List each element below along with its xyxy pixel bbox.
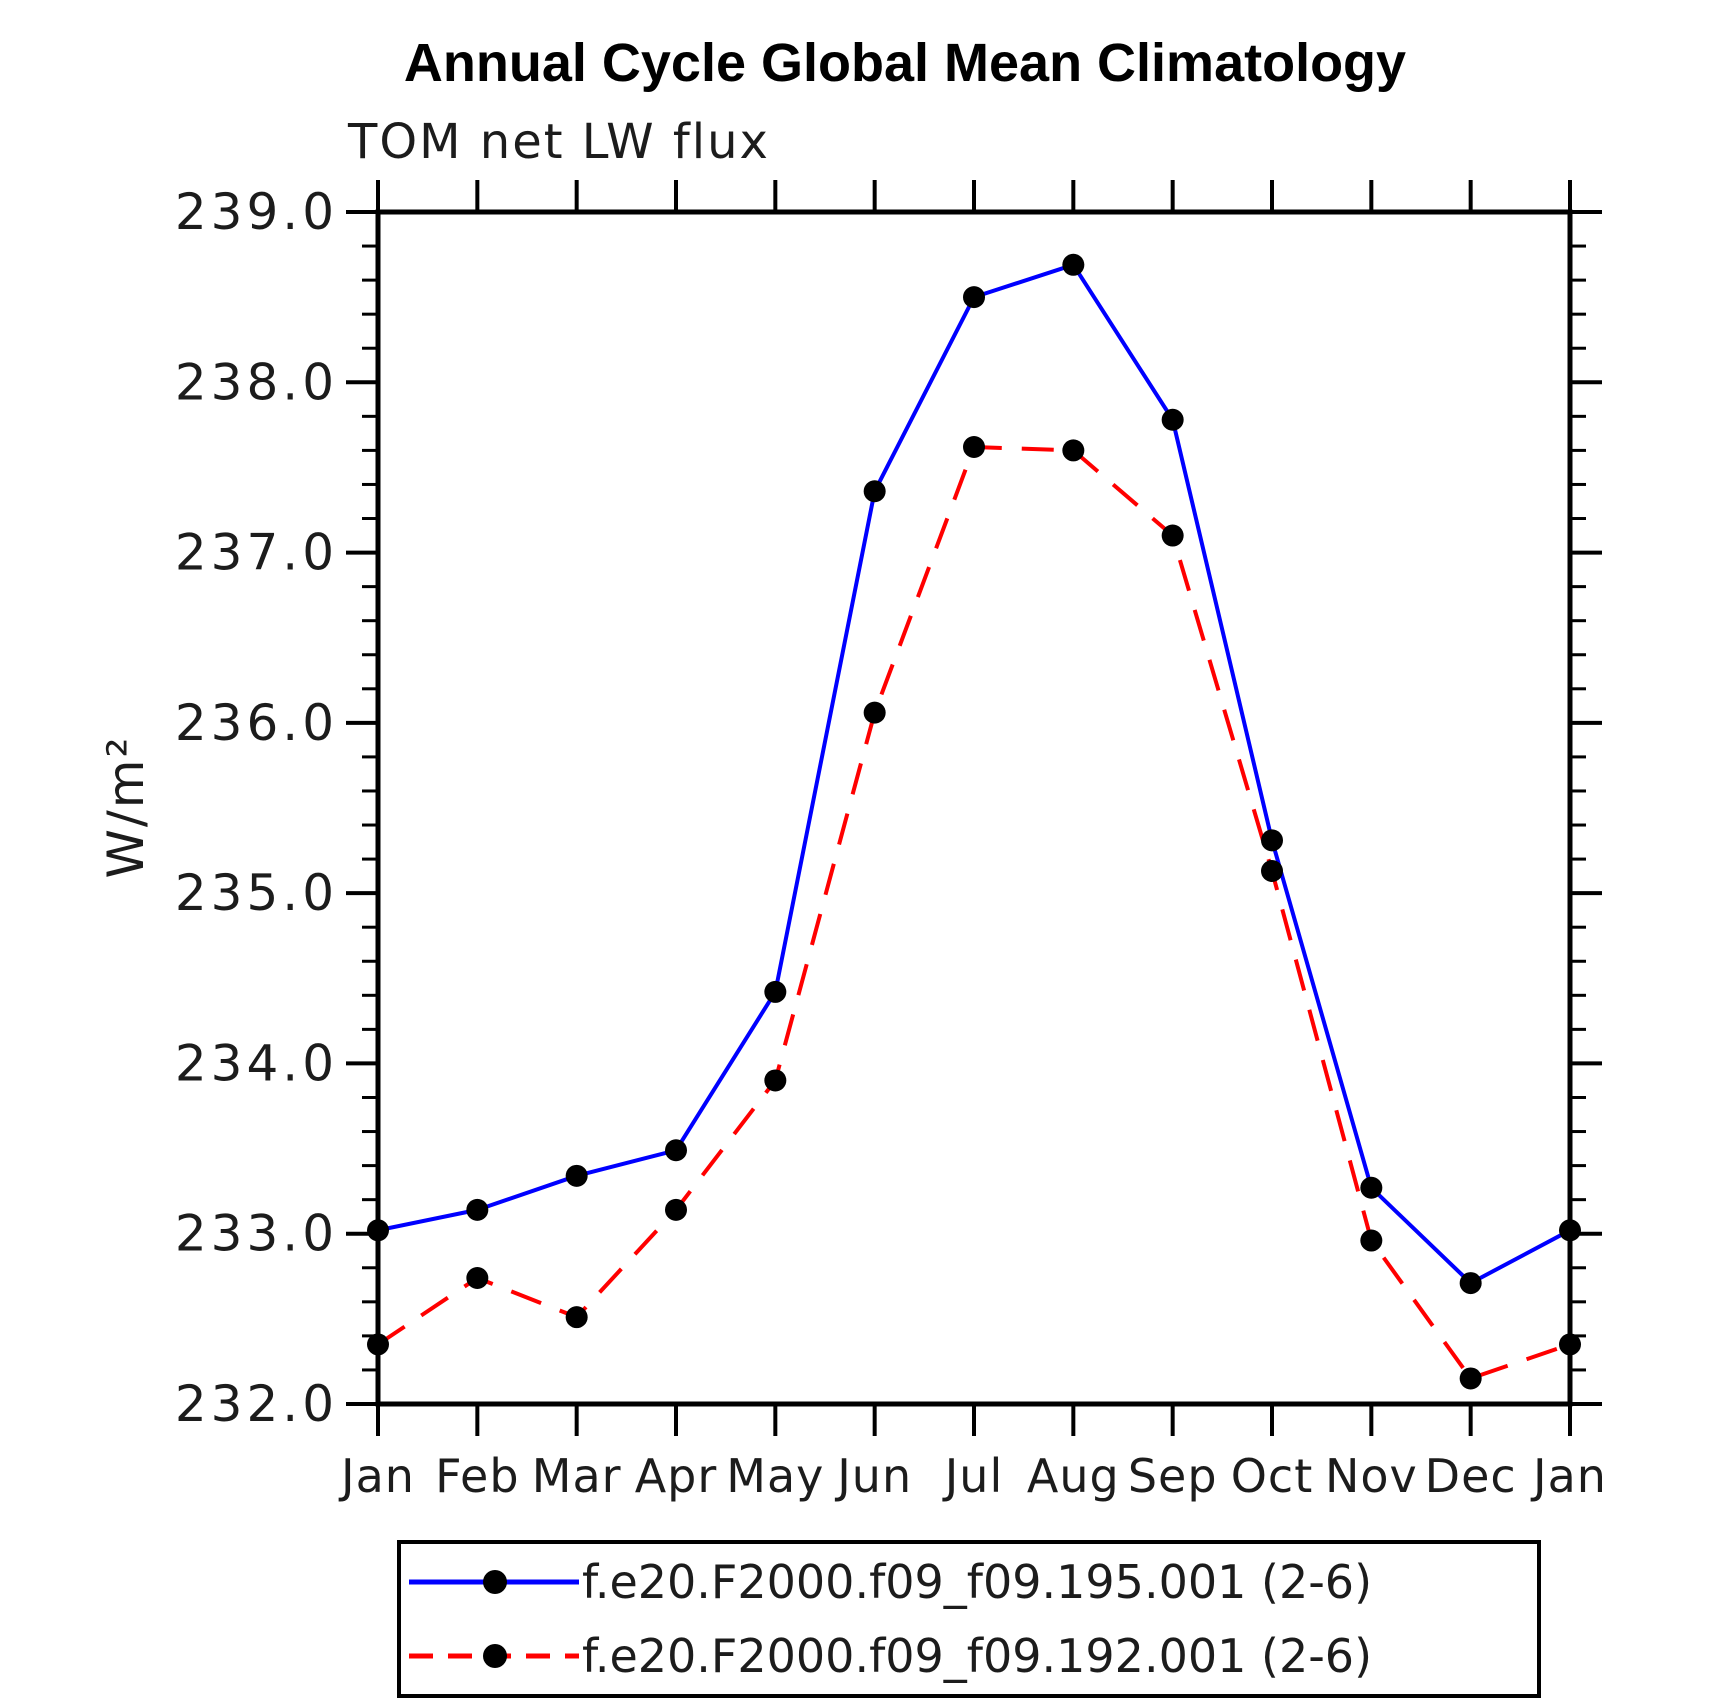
- x-tick-label: Jul: [942, 1449, 1004, 1503]
- legend-line-sample-solid: [409, 1570, 579, 1594]
- x-tick-label: Sep: [1128, 1449, 1218, 1503]
- data-point-marker-series-1: [1559, 1333, 1581, 1356]
- legend-sample-marker: [483, 1644, 507, 1668]
- x-tick-label: Mar: [532, 1449, 622, 1503]
- chart-title: Annual Cycle Global Mean Climatology: [403, 33, 1407, 93]
- x-tick-label: May: [726, 1449, 824, 1503]
- legend: f.e20.F2000.f09_f09.195.001 (2-6) f.e20.…: [397, 1540, 1541, 1698]
- data-point-marker-series-0: [863, 480, 886, 503]
- y-tick-label: 239.0: [175, 183, 338, 241]
- legend-item-1: f.e20.F2000.f09_f09.192.001 (2-6): [401, 1620, 1537, 1692]
- y-tick-label: 236.0: [175, 694, 338, 752]
- data-point-marker-series-0: [466, 1198, 489, 1221]
- x-tick-label: Jan: [1530, 1449, 1607, 1503]
- series-line-1: [376, 444, 1571, 1381]
- legend-item-0: f.e20.F2000.f09_f09.195.001 (2-6): [401, 1546, 1537, 1618]
- legend-sample-marker: [483, 1570, 507, 1594]
- data-point-marker-series-0: [367, 1219, 389, 1242]
- x-tick-label: Nov: [1325, 1449, 1418, 1503]
- y-tick-label: 234.0: [175, 1034, 338, 1092]
- data-point-marker-series-1: [1161, 524, 1184, 547]
- data-point-marker-series-1: [764, 1069, 787, 1092]
- data-point-marker-series-0: [1161, 408, 1184, 431]
- data-point-marker-series-0: [963, 286, 985, 309]
- y-tick-label: 235.0: [175, 864, 338, 922]
- legend-label: f.e20.F2000.f09_f09.195.001 (2-6): [582, 1555, 1373, 1609]
- data-point-marker-series-1: [466, 1266, 489, 1289]
- data-point-marker-series-0: [565, 1164, 588, 1187]
- data-point-marker-series-1: [367, 1333, 389, 1356]
- x-tick-label: Aug: [1027, 1449, 1120, 1503]
- y-tick-label: 233.0: [175, 1205, 338, 1263]
- data-point-marker-series-0: [1261, 829, 1283, 852]
- data-point-marker-series-1: [1261, 860, 1283, 883]
- data-point-marker-series-1: [665, 1198, 687, 1221]
- data-point-marker-series-1: [863, 701, 886, 724]
- x-tick-label: Dec: [1425, 1449, 1517, 1503]
- y-tick-label: 232.0: [175, 1375, 338, 1433]
- data-point-marker-series-1: [1459, 1367, 1482, 1390]
- x-tick-label: Jan: [338, 1449, 415, 1503]
- y-tick-label: 237.0: [175, 524, 338, 582]
- chart-subtitle: TOM net LW flux: [348, 114, 770, 170]
- x-tick-label: Feb: [435, 1449, 519, 1503]
- data-point-marker-series-0: [1062, 253, 1085, 276]
- x-tick-label: Jun: [834, 1449, 912, 1503]
- legend-line-sample-dashed: [409, 1644, 579, 1668]
- data-point-marker-series-0: [1559, 1219, 1581, 1242]
- y-tick-label: 238.0: [175, 353, 338, 411]
- data-point-marker-series-1: [963, 435, 985, 458]
- x-tick-label: Oct: [1231, 1449, 1314, 1503]
- x-tick-label: Apr: [635, 1449, 718, 1503]
- data-point-marker-series-0: [665, 1139, 687, 1162]
- data-point-marker-series-0: [1360, 1176, 1383, 1199]
- data-point-marker-series-0: [764, 980, 787, 1003]
- data-point-marker-series-1: [1360, 1229, 1383, 1252]
- data-point-marker-series-0: [1459, 1272, 1482, 1295]
- data-point-marker-series-1: [1062, 439, 1085, 462]
- data-point-marker-series-1: [565, 1306, 588, 1329]
- plot-border: [375, 209, 1573, 1407]
- series-line-0: [377, 262, 1571, 1286]
- legend-label: f.e20.F2000.f09_f09.192.001 (2-6): [582, 1629, 1373, 1683]
